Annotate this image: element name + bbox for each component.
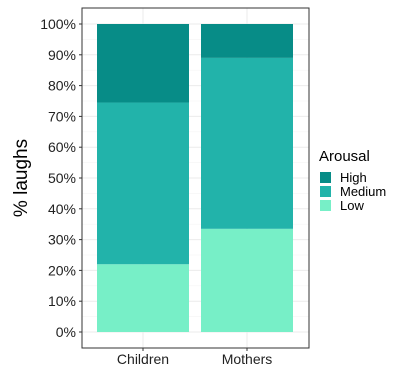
y-tick-label: 50% xyxy=(48,170,76,186)
bar-low-children xyxy=(97,264,189,332)
bar-low-mothers xyxy=(201,228,293,332)
bar-medium-mothers xyxy=(201,57,293,229)
legend-key-high xyxy=(320,172,331,183)
legend-key-medium xyxy=(320,186,331,197)
y-tick-label: 10% xyxy=(48,293,76,309)
x-tick-label: Mothers xyxy=(222,351,273,367)
x-tick-label: Children xyxy=(117,351,169,367)
x-axis: Children Mothers xyxy=(117,348,272,367)
legend-key-low xyxy=(320,200,331,211)
y-tick-label: 0% xyxy=(56,324,76,340)
legend-label-high: High xyxy=(340,170,367,185)
legend-label-low: Low xyxy=(340,198,364,213)
y-tick-label: 100% xyxy=(40,16,76,32)
bar-high-mothers xyxy=(201,24,293,58)
y-tick-label: 30% xyxy=(48,232,76,248)
legend-title: Arousal xyxy=(319,148,370,165)
y-tick-label: 80% xyxy=(48,78,76,94)
legend-label-medium: Medium xyxy=(340,184,386,199)
y-tick-label: 90% xyxy=(48,47,76,63)
y-tick-label: 70% xyxy=(48,108,76,124)
y-tick-label: 60% xyxy=(48,139,76,155)
y-tick-label: 40% xyxy=(48,201,76,217)
y-axis-title: % laughs xyxy=(11,139,32,217)
bar-high-children xyxy=(97,24,189,103)
bar-medium-children xyxy=(97,102,189,265)
y-axis: 0% 10% 20% 30% 40% 50% 60% 70% 80% 90% 100% xyxy=(40,16,82,340)
bars-layer xyxy=(97,24,293,332)
y-tick-label: 20% xyxy=(48,262,76,278)
